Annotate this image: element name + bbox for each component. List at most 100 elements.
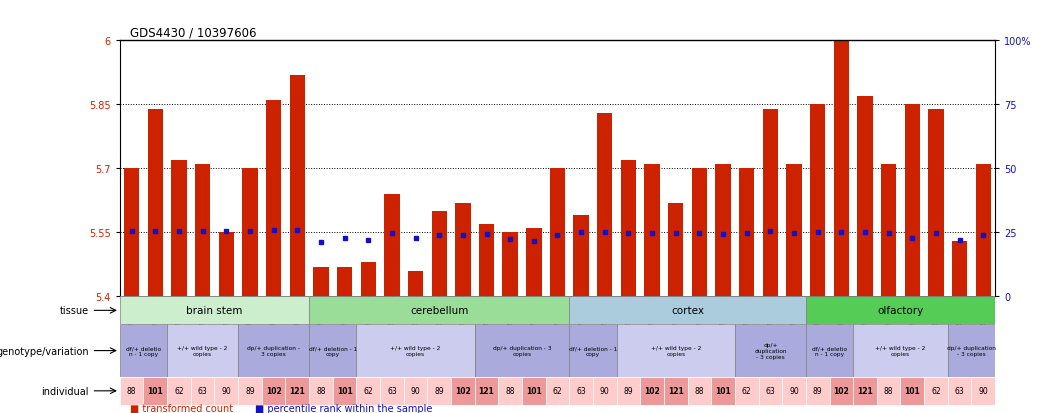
- Bar: [858, 97, 873, 297]
- Text: 90: 90: [411, 387, 420, 395]
- Bar: [242, 169, 257, 297]
- Bar: [195, 165, 210, 297]
- Text: olfactory: olfactory: [877, 306, 923, 316]
- Text: 102: 102: [266, 387, 281, 395]
- Text: 88: 88: [884, 387, 893, 395]
- Text: 89: 89: [435, 387, 444, 395]
- Text: dp/+ duplication -
3 copies: dp/+ duplication - 3 copies: [247, 345, 300, 356]
- Text: 121: 121: [290, 387, 305, 395]
- Text: 63: 63: [766, 387, 775, 395]
- Text: +/+ wild type - 2
copies: +/+ wild type - 2 copies: [875, 345, 925, 356]
- Bar: [427, 377, 451, 405]
- Text: 102: 102: [455, 387, 471, 395]
- Text: 62: 62: [364, 387, 373, 395]
- Bar: [309, 377, 332, 405]
- Bar: [526, 229, 542, 297]
- Bar: [120, 325, 167, 377]
- Bar: [900, 377, 924, 405]
- Bar: [692, 169, 708, 297]
- Bar: [952, 241, 967, 297]
- Text: +/+ wild type - 2
copies: +/+ wild type - 2 copies: [650, 345, 701, 356]
- Bar: [451, 377, 475, 405]
- Bar: [215, 377, 239, 405]
- Bar: [455, 203, 471, 297]
- Bar: [805, 377, 829, 405]
- Bar: [286, 377, 309, 405]
- Text: 63: 63: [198, 387, 207, 395]
- Text: 63: 63: [954, 387, 965, 395]
- Bar: [550, 169, 565, 297]
- Bar: [573, 216, 589, 297]
- Text: dp/+ duplication - 3
copies: dp/+ duplication - 3 copies: [493, 345, 551, 356]
- Bar: [853, 377, 876, 405]
- Text: 90: 90: [600, 387, 610, 395]
- Text: df/+ deletion - 1
copy: df/+ deletion - 1 copy: [308, 345, 356, 356]
- Bar: [805, 325, 853, 377]
- Text: 88: 88: [695, 387, 704, 395]
- Bar: [668, 203, 684, 297]
- Text: 89: 89: [813, 387, 822, 395]
- Bar: [664, 377, 688, 405]
- Text: 90: 90: [978, 387, 988, 395]
- Text: 62: 62: [742, 387, 751, 395]
- Bar: [314, 267, 328, 297]
- Text: 101: 101: [904, 387, 920, 395]
- Bar: [759, 377, 783, 405]
- Bar: [805, 297, 995, 325]
- Text: ■ percentile rank within the sample: ■ percentile rank within the sample: [255, 403, 432, 413]
- Bar: [593, 377, 617, 405]
- Bar: [617, 377, 640, 405]
- Bar: [262, 377, 286, 405]
- Bar: [546, 377, 569, 405]
- Text: 88: 88: [505, 387, 515, 395]
- Bar: [716, 165, 730, 297]
- Text: 101: 101: [337, 387, 352, 395]
- Bar: [403, 377, 427, 405]
- Text: tissue: tissue: [60, 306, 89, 316]
- Text: 102: 102: [834, 387, 849, 395]
- Text: GDS4430 / 10397606: GDS4430 / 10397606: [130, 26, 256, 39]
- Text: 121: 121: [858, 387, 873, 395]
- Bar: [332, 377, 356, 405]
- Bar: [356, 377, 380, 405]
- Bar: [380, 377, 403, 405]
- Bar: [167, 377, 191, 405]
- Text: df/+ deletio
n - 1 copy: df/+ deletio n - 1 copy: [812, 345, 847, 356]
- Bar: [290, 75, 305, 297]
- Bar: [120, 377, 144, 405]
- Bar: [924, 377, 948, 405]
- Bar: [124, 169, 140, 297]
- Text: df/+ deletio
n - 1 copy: df/+ deletio n - 1 copy: [126, 345, 162, 356]
- Text: 90: 90: [789, 387, 799, 395]
- Bar: [712, 377, 735, 405]
- Text: 62: 62: [552, 387, 563, 395]
- Text: 88: 88: [316, 387, 326, 395]
- Bar: [617, 325, 735, 377]
- Bar: [735, 325, 805, 377]
- Text: 121: 121: [668, 387, 684, 395]
- Text: 101: 101: [715, 387, 730, 395]
- Text: ■ transformed count: ■ transformed count: [130, 403, 233, 413]
- Bar: [239, 377, 262, 405]
- Bar: [475, 377, 498, 405]
- Bar: [880, 165, 896, 297]
- Text: 88: 88: [127, 387, 137, 395]
- Bar: [688, 377, 712, 405]
- Bar: [356, 325, 475, 377]
- Text: 101: 101: [147, 387, 164, 395]
- Bar: [502, 233, 518, 297]
- Bar: [239, 325, 309, 377]
- Text: +/+ wild type - 2
copies: +/+ wild type - 2 copies: [177, 345, 228, 356]
- Text: 102: 102: [644, 387, 660, 395]
- Bar: [407, 271, 423, 297]
- Bar: [522, 377, 546, 405]
- Text: cerebellum: cerebellum: [410, 306, 468, 316]
- Bar: [144, 377, 167, 405]
- Bar: [597, 114, 613, 297]
- Bar: [621, 161, 636, 297]
- Bar: [904, 105, 920, 297]
- Bar: [475, 325, 569, 377]
- Bar: [266, 101, 281, 297]
- Bar: [644, 165, 660, 297]
- Bar: [309, 325, 356, 377]
